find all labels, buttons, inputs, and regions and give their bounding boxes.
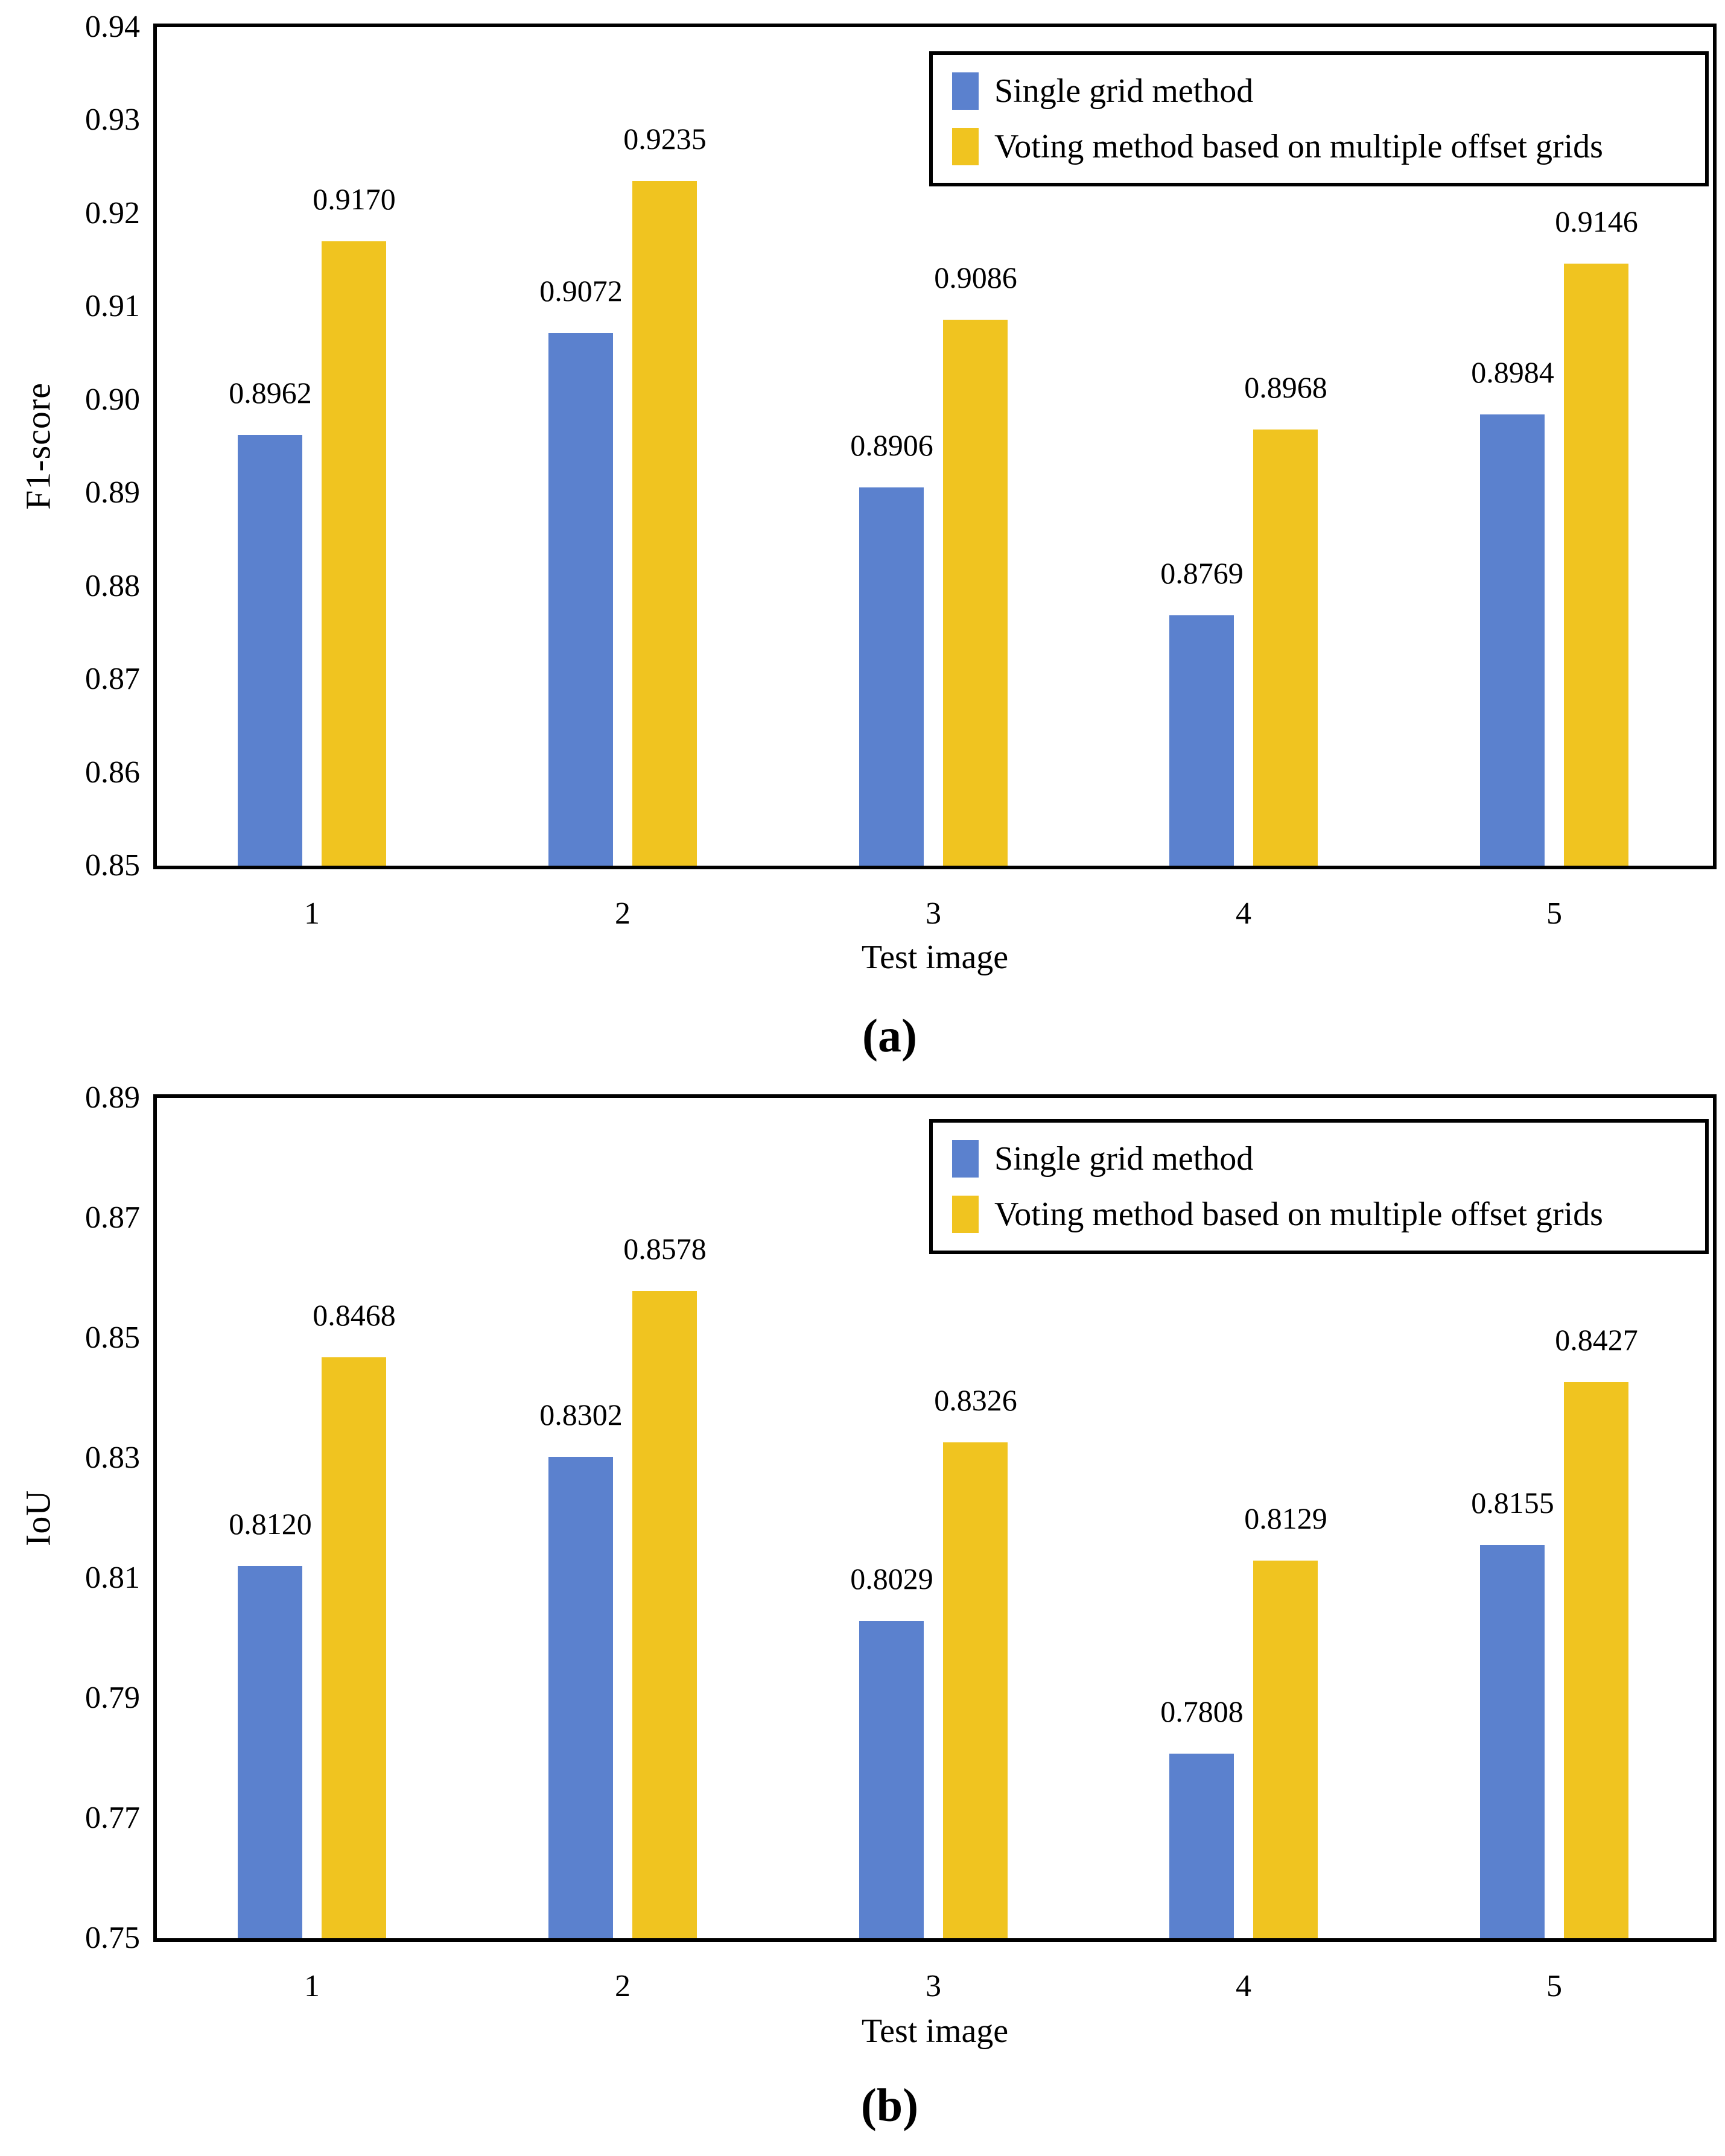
data-label: 0.9146 <box>1555 205 1638 238</box>
bar-series2-group1 <box>322 241 386 866</box>
data-label: 0.8906 <box>850 428 933 462</box>
y-tick-label: 0.86 <box>85 755 140 790</box>
y-tick-label: 0.93 <box>85 103 140 137</box>
x-axis-title-a: Test image <box>861 939 1009 976</box>
data-label: 0.8302 <box>539 1398 623 1432</box>
bar-series1-group3 <box>859 1621 924 1938</box>
x-tick-label: 3 <box>926 1969 941 2003</box>
x-tick-label: 3 <box>926 896 941 931</box>
y-tick-label: 0.94 <box>85 10 140 44</box>
legend-swatch-voting-method <box>952 128 979 165</box>
legend-swatch-voting-method <box>952 1196 979 1233</box>
x-tick-label: 2 <box>615 1969 631 2003</box>
legend-label-single-grid: Single grid method <box>994 72 1254 110</box>
legend-b: Single grid method Voting method based o… <box>929 1119 1709 1254</box>
bar-series1-group2 <box>548 333 613 866</box>
data-label: 0.8129 <box>1244 1501 1327 1535</box>
data-label: 0.8968 <box>1244 370 1327 404</box>
data-label: 0.9170 <box>313 182 396 216</box>
bar-series1-group2 <box>548 1457 613 1938</box>
x-tick-label: 2 <box>615 896 631 931</box>
y-tick-label: 0.85 <box>85 848 140 883</box>
panel-caption-a: (a) <box>862 1009 917 1062</box>
y-tick-label: 0.92 <box>85 196 140 230</box>
panel-caption-b: (b) <box>860 2079 919 2131</box>
bar-series2-group2 <box>632 1291 697 1938</box>
y-tick-label: 0.81 <box>85 1561 140 1595</box>
legend-item-single-grid: Single grid method <box>952 72 1705 110</box>
legend-label-voting-method: Voting method based on multiple offset g… <box>994 128 1603 165</box>
x-tick-label: 4 <box>1236 1969 1251 2003</box>
bar-series1-group4 <box>1169 615 1234 866</box>
legend-item-voting-method: Voting method based on multiple offset g… <box>952 127 1705 166</box>
y-tick-label: 0.89 <box>85 475 140 510</box>
data-label: 0.8120 <box>229 1507 312 1541</box>
bar-series2-group4 <box>1253 1561 1318 1938</box>
y-tick-label: 0.79 <box>85 1681 140 1715</box>
y-tick-label: 0.88 <box>85 569 140 603</box>
x-axis-title-b: Test image <box>861 2012 1009 2050</box>
y-tick-label: 0.83 <box>85 1441 140 1475</box>
y-tick-label: 0.75 <box>85 1921 140 1955</box>
x-tick-label: 1 <box>304 1969 320 2003</box>
data-label: 0.8029 <box>850 1562 933 1596</box>
legend-swatch-single-grid <box>952 72 979 110</box>
bar-series1-group5 <box>1480 1545 1545 1938</box>
y-tick-label: 0.85 <box>85 1321 140 1355</box>
data-label: 0.8155 <box>1471 1486 1554 1520</box>
legend-swatch-single-grid <box>952 1140 979 1178</box>
y-tick-label: 0.90 <box>85 382 140 417</box>
bar-series1-group5 <box>1480 414 1545 866</box>
data-label: 0.8984 <box>1471 355 1554 389</box>
data-label: 0.8962 <box>229 376 312 410</box>
bar-series2-group3 <box>943 320 1008 866</box>
data-label: 0.8427 <box>1555 1323 1638 1357</box>
data-label: 0.7808 <box>1160 1695 1244 1728</box>
bar-series2-group3 <box>943 1442 1008 1938</box>
legend-label-voting-method: Voting method based on multiple offset g… <box>994 1196 1603 1233</box>
bar-series2-group2 <box>632 181 697 866</box>
data-label: 0.8468 <box>313 1298 396 1332</box>
data-label: 0.9086 <box>934 261 1017 294</box>
x-tick-label: 5 <box>1546 896 1562 931</box>
bar-series2-group5 <box>1564 264 1628 866</box>
y-tick-label: 0.89 <box>85 1080 140 1115</box>
bar-series2-group5 <box>1564 1382 1628 1938</box>
bar-series1-group1 <box>238 1566 302 1938</box>
data-label: 0.9072 <box>539 274 623 308</box>
y-tick-label: 0.87 <box>85 662 140 696</box>
legend-item-voting-method: Voting method based on multiple offset g… <box>952 1195 1705 1234</box>
bar-series1-group1 <box>238 435 302 866</box>
bar-series1-group4 <box>1169 1754 1234 1938</box>
data-label: 0.8769 <box>1160 556 1244 590</box>
y-tick-label: 0.91 <box>85 289 140 323</box>
data-label: 0.9235 <box>623 122 707 156</box>
legend-a: Single grid method Voting method based o… <box>929 51 1709 186</box>
data-label: 0.8578 <box>623 1232 707 1266</box>
data-label: 0.8326 <box>934 1383 1017 1417</box>
x-tick-label: 5 <box>1546 1969 1562 2003</box>
x-tick-label: 1 <box>304 896 320 931</box>
bar-series2-group4 <box>1253 430 1318 866</box>
legend-label-single-grid: Single grid method <box>994 1140 1254 1178</box>
y-tick-label: 0.77 <box>85 1801 140 1835</box>
bar-series1-group3 <box>859 487 924 866</box>
legend-item-single-grid: Single grid method <box>952 1140 1705 1178</box>
x-tick-label: 4 <box>1236 896 1251 931</box>
y-tick-label: 0.87 <box>85 1200 140 1235</box>
bar-series2-group1 <box>322 1357 386 1938</box>
